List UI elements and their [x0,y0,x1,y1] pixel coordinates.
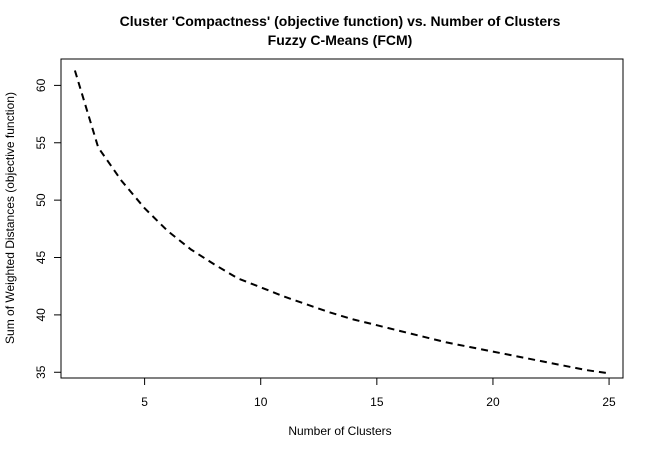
y-axis-label: Sum of Weighted Distances (objective fun… [3,92,17,344]
plot-frame [60,58,624,379]
x-axis-label: Number of Clusters [288,424,391,438]
y-tick-label: 60 [34,78,48,92]
y-tick-label: 35 [34,365,48,379]
x-tick-label: 25 [602,395,616,409]
y-tick-label: 55 [34,136,48,150]
y-axis: 35 40 45 50 55 60 [34,78,62,379]
y-tick-label: 50 [34,193,48,207]
y-tick-label: 45 [34,251,48,265]
x-tick-label: 20 [486,395,500,409]
chart-subtitle: Fuzzy C-Means (FCM) [268,32,413,48]
x-axis: 5 10 15 20 25 [141,377,616,409]
x-tick-label: 5 [141,395,148,409]
y-tick-label: 40 [34,308,48,322]
chart-title: Cluster 'Compactness' (objective functio… [120,13,561,29]
series-line [73,70,610,375]
x-tick-label: 15 [370,395,384,409]
x-tick-label: 10 [254,395,268,409]
